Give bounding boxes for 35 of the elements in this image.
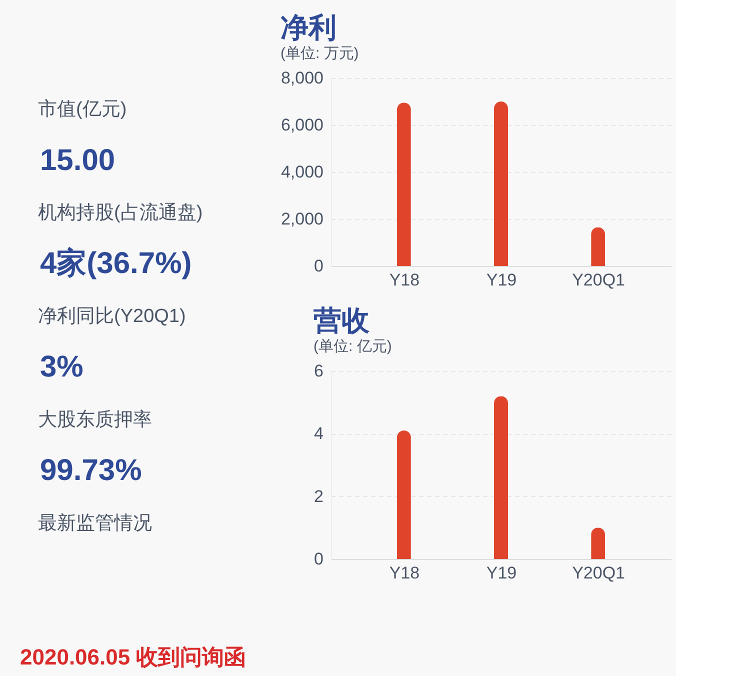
y-tick-label: 4 <box>314 424 324 444</box>
bar <box>396 102 411 266</box>
y-tick-label: 8,000 <box>280 68 324 88</box>
bar <box>494 396 508 559</box>
text: 机构持股(占流通盘) <box>38 201 203 224</box>
y-tick-label: 4,000 <box>280 162 324 182</box>
text: 净利同比(Y20Q1) <box>38 306 186 327</box>
y-tick-label: 6,000 <box>280 116 324 134</box>
bar <box>591 227 606 266</box>
text: 4家(36.7%) <box>40 246 192 280</box>
text: 99.73% <box>40 454 142 488</box>
x-tick-label: Y19 <box>486 270 517 290</box>
y-tick-label: 6 <box>314 362 324 380</box>
x-tick-label: Y18 <box>389 270 420 290</box>
bar <box>494 102 508 266</box>
y-tick-label: 2,000 <box>280 210 324 228</box>
x-tick-label: Y18 <box>389 564 420 582</box>
x-tick-label: Y19 <box>486 564 517 582</box>
y-tick-label: 2 <box>314 486 324 506</box>
text: 3% <box>40 350 84 384</box>
text: 15.00 <box>40 144 116 177</box>
y-tick-label: 0 <box>314 550 324 568</box>
text: 市值(亿元) <box>38 98 127 120</box>
text: 最新监管情况 <box>38 512 152 534</box>
chart-subtitle: (单位: 亿元) <box>314 338 392 355</box>
text: 大股东质押率 <box>38 408 152 430</box>
chart-subtitle: (单位: 万元) <box>280 45 359 62</box>
bar <box>591 528 606 559</box>
chart-title: 营收 <box>312 305 371 336</box>
text: 2020.06.05 收到问询函 <box>20 644 246 670</box>
bar <box>396 430 411 559</box>
chart-title: 净利 <box>280 12 336 43</box>
y-tick-label: 0 <box>314 256 324 276</box>
x-tick-label: Y20Q1 <box>572 270 626 290</box>
x-tick-label: Y20Q1 <box>572 564 626 582</box>
